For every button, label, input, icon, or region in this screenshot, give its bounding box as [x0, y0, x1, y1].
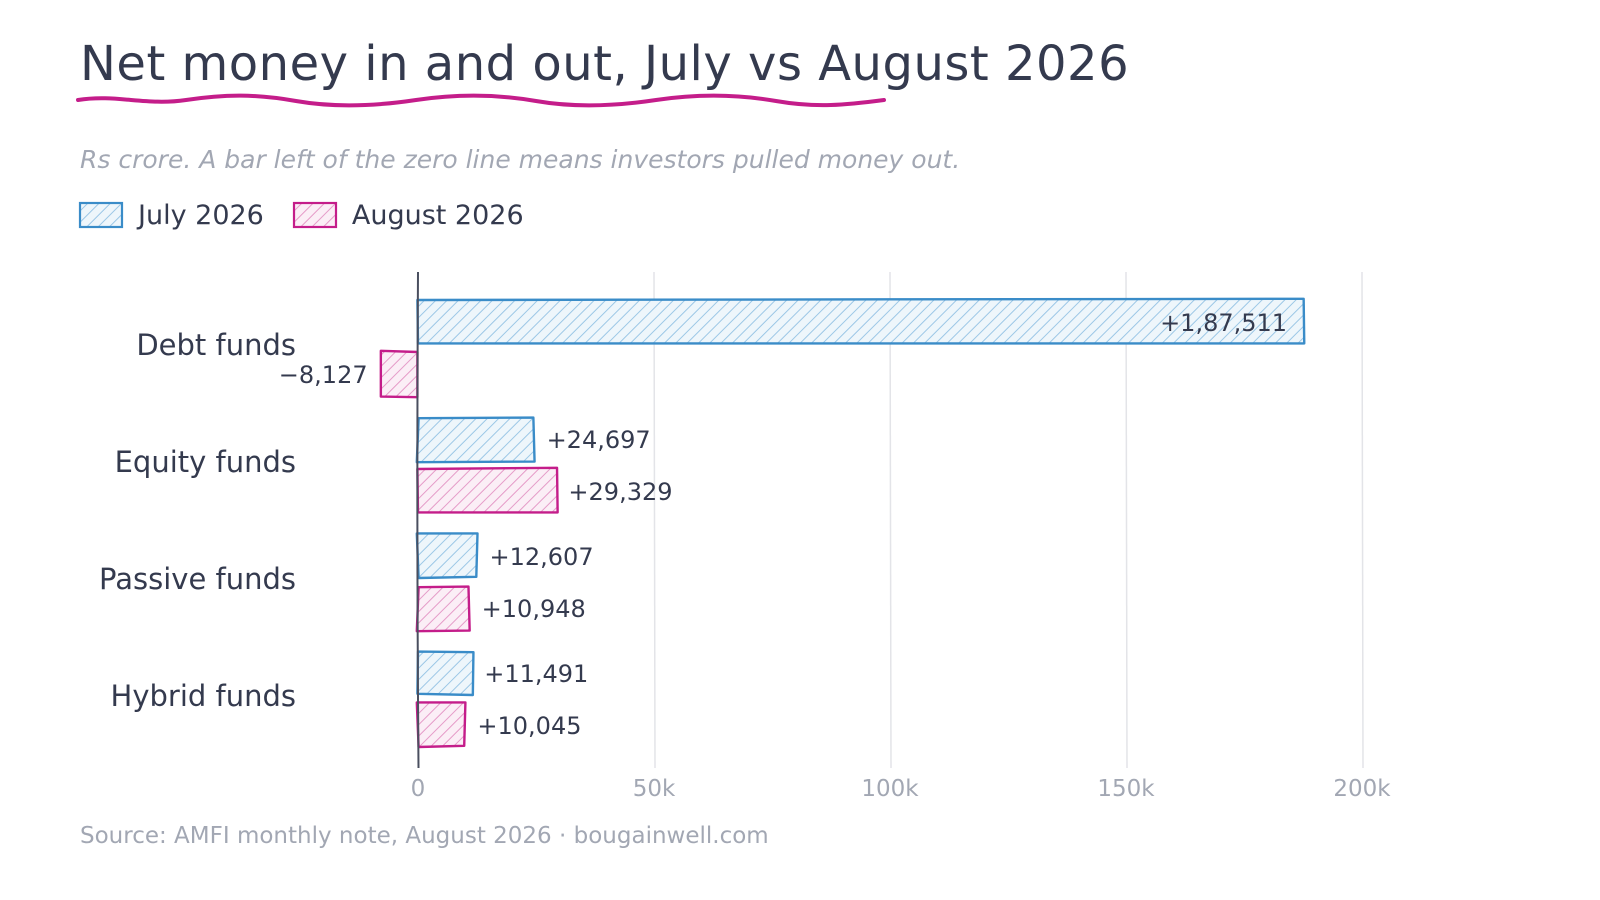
value-label-passive-funds-july: +12,607	[490, 543, 594, 571]
title-underline	[76, 93, 886, 108]
bar-layer	[379, 297, 1306, 749]
x-tick-label-0: 0	[411, 776, 426, 802]
value-label-hybrid-funds-july: +11,491	[484, 660, 588, 688]
legend-label-july: July 2026	[138, 199, 264, 231]
value-label-equity-funds-august: +29,329	[568, 478, 672, 506]
chart-source: Source: AMFI monthly note, August 2026 ·…	[80, 823, 769, 849]
grid-layer	[653, 271, 1364, 769]
bar-equity-funds-july	[415, 416, 536, 464]
x-tick-label-200k: 200k	[1333, 776, 1391, 802]
value-label-passive-funds-august: +10,948	[482, 595, 586, 623]
value-label-hybrid-funds-august: +10,045	[477, 712, 581, 740]
zero-axis-line	[416, 271, 420, 769]
title-underline-squiggle	[76, 93, 886, 108]
legend-item-august: August 2026	[292, 200, 524, 231]
category-label-hybrid-funds: Hybrid funds	[111, 679, 296, 713]
gridline-50k	[653, 271, 656, 769]
bar-passive-funds-july	[415, 532, 479, 580]
legend-label-august: August 2026	[351, 199, 524, 231]
legend-swatch-august	[292, 201, 337, 229]
legend-swatch-july	[78, 201, 124, 229]
category-label-debt-funds: Debt funds	[136, 328, 296, 362]
value-label-debt-funds-july: +1,87,511	[1160, 309, 1287, 337]
gridline-200k	[1361, 271, 1364, 769]
chart-legend: July 2026 August 2026	[78, 197, 524, 233]
bar-equity-funds-august	[416, 466, 559, 514]
x-tick-label-100k: 100k	[861, 776, 919, 802]
axis-layer	[416, 271, 420, 769]
legend-item-july: July 2026	[78, 200, 264, 231]
x-tick-label-50k: 50k	[633, 776, 676, 802]
category-label-passive-funds: Passive funds	[99, 562, 296, 596]
bar-passive-funds-august	[415, 585, 471, 633]
bar-debt-funds-august	[379, 349, 419, 399]
label-layer: 0 50k 100k 150k 200k Debt funds +1,87,511 −8,12…	[99, 309, 1391, 802]
bar-hybrid-funds-august	[415, 701, 467, 749]
x-tick-label-150k: 150k	[1097, 776, 1155, 802]
value-label-debt-funds-august: −8,127	[279, 361, 368, 389]
chart-subtitle: Rs crore. A bar left of the zero line me…	[80, 145, 961, 174]
category-label-equity-funds: Equity funds	[115, 445, 296, 479]
bar-hybrid-funds-july	[416, 650, 475, 697]
value-label-equity-funds-july: +24,697	[547, 426, 651, 454]
gridline-150k	[1125, 271, 1128, 769]
gridline-100k	[889, 271, 892, 769]
chart-title: Net money in and out, July vs August 202…	[80, 36, 1130, 92]
